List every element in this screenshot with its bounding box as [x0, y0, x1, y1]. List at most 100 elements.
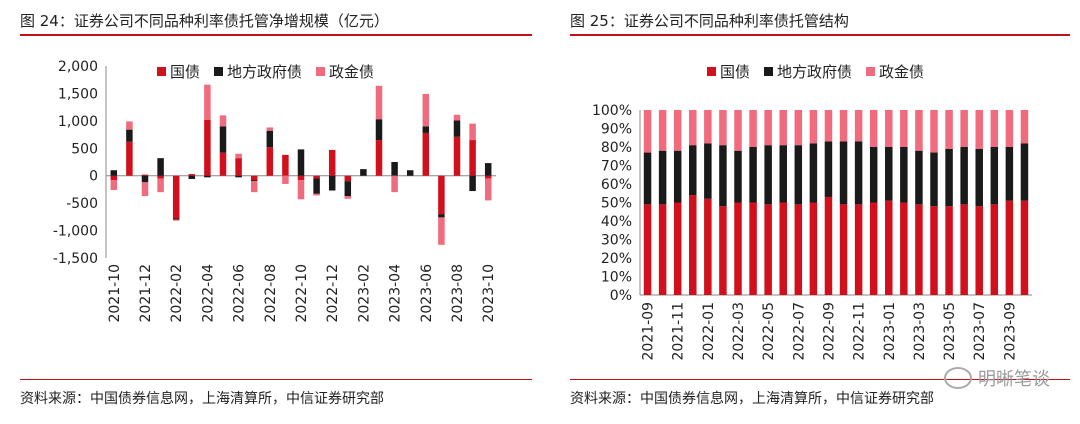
bar-segment — [328, 149, 336, 176]
bar-segment — [157, 158, 164, 176]
bar-segment — [704, 110, 712, 144]
bar-segment — [250, 180, 258, 182]
bar-segment — [809, 110, 818, 144]
y-tick-label: 30% — [601, 233, 632, 249]
x-tick-label: 2022-02 — [169, 264, 185, 323]
legend-label: 政金债 — [879, 63, 924, 81]
bar-segment — [734, 110, 742, 151]
legend-swatch — [316, 67, 325, 76]
bar-segment — [689, 195, 697, 295]
x-tick-label: 2023-02 — [356, 264, 372, 323]
bar-segment — [1020, 110, 1029, 144]
bar-segment — [960, 147, 968, 205]
bar-segment — [126, 121, 133, 130]
y-tick-label: 1,000 — [58, 114, 98, 130]
bar-segment — [869, 202, 878, 295]
bar-segment — [869, 110, 878, 147]
x-tick-label: 2023-03 — [912, 302, 928, 361]
y-tick-label: 20% — [601, 251, 632, 267]
bar-segment — [719, 206, 727, 295]
bar-segment — [945, 110, 953, 149]
right-figure: 图 25：证券公司不同品种利率债托管结构 0% 10% 20% 30% 40% 50% 60… — [550, 0, 1080, 424]
x-tick-label: 2023-10 — [481, 264, 497, 323]
y-tick-label: 80% — [601, 140, 632, 156]
bar-segment — [794, 110, 803, 146]
bar-segment — [313, 178, 320, 194]
bar-segment — [689, 110, 697, 146]
bar-segment — [219, 115, 227, 127]
legend-label: 政金债 — [329, 63, 374, 81]
bar-segment — [749, 110, 757, 147]
bar-segment — [297, 180, 305, 200]
right-figure-title: 图 25：证券公司不同品种利率债托管结构 — [570, 12, 849, 30]
legend-swatch — [157, 67, 166, 76]
x-tick-label: 2023-07 — [972, 302, 988, 361]
x-tick-label: 2023-09 — [1002, 302, 1018, 361]
bar-segment — [734, 202, 742, 295]
bar-segment — [375, 85, 383, 120]
bar-segment — [406, 170, 414, 176]
y-tick-label: -500 — [66, 196, 98, 212]
bar-segment — [839, 204, 848, 295]
x-tick-label: 2022-09 — [821, 302, 837, 361]
right-title-rule — [570, 34, 1070, 36]
bar-segment — [975, 110, 983, 149]
wechat-icon — [944, 367, 972, 389]
legend-swatch — [866, 67, 875, 76]
bar-segment — [313, 193, 320, 196]
legend: 国债 地方政府债 政金债 — [157, 63, 374, 81]
bar-segment — [157, 175, 164, 179]
x-tick-label: 2022-04 — [200, 264, 216, 323]
legend: 国债 地方政府债 政金债 — [707, 63, 924, 81]
bar-segment — [1020, 143, 1029, 201]
x-tick-label: 2022-01 — [701, 302, 717, 361]
bar-segment — [824, 196, 833, 295]
net-increase-chart: -1,500 -1,000 -500 0 500 1,000 1,500 2,000 2021-… — [53, 59, 497, 323]
bar-segment — [1005, 200, 1014, 295]
bar-segment — [250, 175, 258, 181]
bar-segment — [469, 123, 476, 141]
bar-segment — [779, 145, 787, 203]
bar-segment — [391, 162, 398, 176]
bar-segment — [172, 218, 180, 220]
bar-segment — [172, 219, 180, 221]
legend-label: 地方政府债 — [227, 63, 302, 81]
bar-segment — [643, 204, 652, 295]
bar-segment — [930, 206, 938, 295]
bar-segment — [266, 147, 274, 176]
bar-segment — [360, 169, 367, 176]
bar-segment — [945, 206, 953, 295]
bar-segment — [282, 175, 289, 184]
bar-segment — [157, 178, 164, 193]
bar-segment — [839, 110, 848, 142]
bar-segment — [824, 141, 833, 197]
bar-segment — [749, 147, 757, 203]
bar-segment — [453, 136, 461, 176]
bar-segment — [915, 150, 923, 205]
bar-segment — [794, 145, 803, 205]
bar-segment — [673, 110, 682, 151]
y-tick-label: 500 — [71, 141, 98, 157]
y-tick-label: 60% — [601, 177, 632, 193]
bar-segment — [704, 143, 712, 199]
bar-segment — [453, 114, 461, 121]
bar-segment — [809, 143, 818, 203]
bar-segment — [391, 175, 398, 193]
bar-segment — [930, 110, 938, 153]
bar-segment — [219, 152, 227, 176]
legend-label: 地方政府债 — [777, 63, 852, 81]
bar-segment — [643, 152, 652, 205]
bar-segment — [975, 206, 983, 295]
x-tick-label: 2022-12 — [325, 264, 341, 323]
bar-segment — [885, 200, 893, 295]
bar-segment — [375, 119, 383, 141]
bar-segment — [854, 141, 863, 205]
x-tick-label: 2022-03 — [731, 302, 747, 361]
bar-segment — [779, 110, 787, 146]
bar-segment — [204, 84, 211, 120]
y-tick-label: -1,500 — [53, 251, 98, 267]
bar-segment — [126, 141, 133, 176]
bar-segment — [839, 141, 848, 205]
left-figure-title: 图 24：证券公司不同品种利率债托管净增规模（亿元） — [20, 12, 389, 30]
bar-segment — [453, 120, 461, 137]
